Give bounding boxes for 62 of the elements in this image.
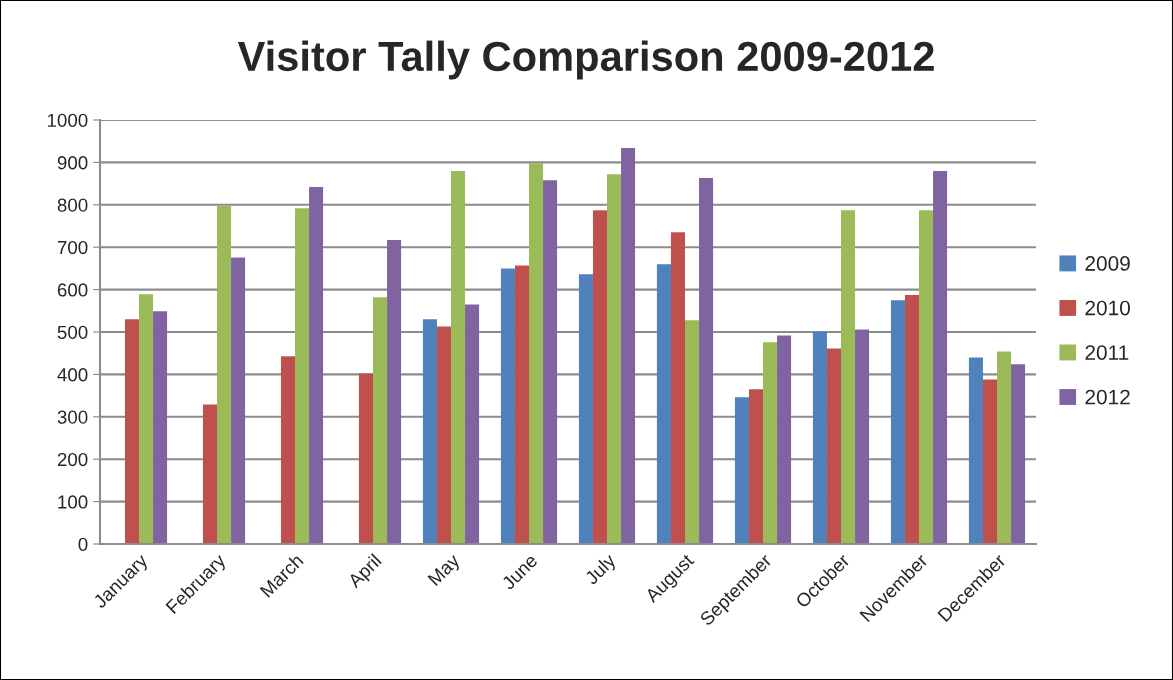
legend-label: 2009 — [1085, 256, 1130, 271]
bar — [436, 326, 451, 544]
bar — [670, 232, 685, 544]
bar — [826, 348, 841, 544]
bar — [607, 174, 622, 544]
y-tick-label: 1000 — [47, 113, 88, 127]
bar — [904, 295, 919, 544]
bar — [1011, 364, 1026, 544]
bar — [997, 351, 1012, 544]
bar — [933, 170, 948, 544]
legend-label: 2011 — [1085, 345, 1129, 360]
y-tick-label: 600 — [57, 283, 88, 297]
bar — [890, 300, 905, 544]
bar — [543, 180, 558, 544]
bar — [124, 319, 139, 544]
bar — [139, 294, 154, 544]
y-tick-label: 500 — [57, 325, 88, 339]
bar — [841, 210, 856, 544]
bar — [685, 320, 700, 544]
bar — [231, 257, 246, 544]
bar — [592, 210, 607, 544]
bar — [309, 186, 324, 544]
chart-title: Visitor Tally Comparison 2009-2012 — [237, 40, 934, 80]
legend-label: 2010 — [1085, 300, 1130, 316]
bar — [373, 297, 388, 544]
y-tick-label: 0 — [78, 537, 88, 551]
legend-label: 2012 — [1085, 389, 1130, 405]
bar — [217, 205, 232, 544]
bar — [153, 311, 168, 544]
bar — [621, 147, 636, 544]
bar — [387, 239, 402, 544]
x-tick-label: July — [583, 552, 620, 589]
bar — [919, 210, 934, 544]
y-tick-label: 900 — [57, 156, 88, 170]
bar — [982, 379, 997, 544]
bar — [656, 264, 671, 544]
bar — [422, 319, 437, 544]
bar — [699, 178, 714, 544]
y-tick-label: 800 — [57, 198, 88, 212]
bar — [734, 397, 749, 544]
bar — [763, 342, 778, 544]
bar — [500, 268, 515, 544]
bar — [295, 208, 310, 544]
bar — [748, 389, 763, 544]
bar — [812, 331, 827, 544]
bar — [855, 329, 870, 544]
bar — [514, 265, 529, 544]
bar — [202, 404, 217, 544]
bar — [451, 170, 466, 544]
y-tick-label: 400 — [57, 368, 88, 382]
bar — [777, 335, 792, 544]
x-tick-label: May — [427, 552, 464, 589]
bar — [280, 356, 295, 544]
y-tick-label: 700 — [57, 240, 88, 255]
bar — [578, 274, 593, 544]
bar — [358, 373, 373, 544]
bar — [968, 357, 983, 544]
bar — [529, 163, 544, 544]
y-tick-label: 200 — [57, 452, 88, 467]
y-tick-label: 100 — [58, 495, 88, 509]
y-tick-label: 300 — [57, 410, 88, 424]
bar — [465, 304, 480, 544]
